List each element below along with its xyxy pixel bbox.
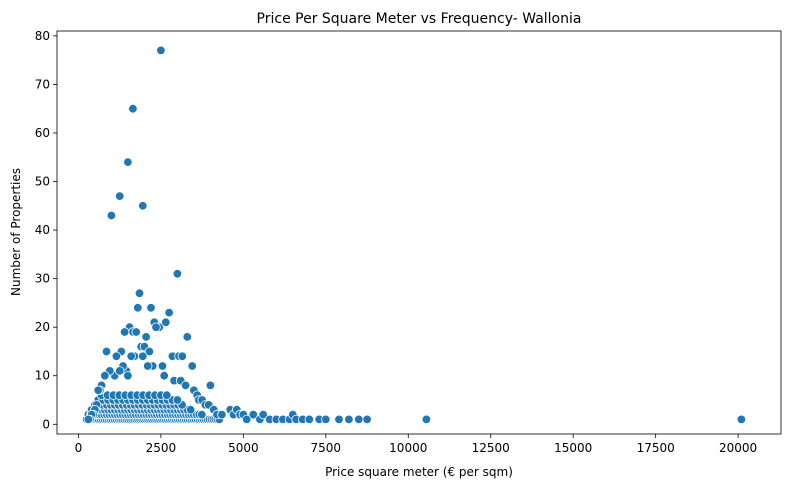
scatter-point bbox=[217, 409, 227, 420]
x-tick-label: 17500 bbox=[637, 441, 675, 455]
y-tick-label: 0 bbox=[42, 417, 50, 431]
plot-frame bbox=[56, 30, 782, 435]
scatter-point bbox=[128, 103, 138, 114]
scatter-point bbox=[141, 332, 151, 342]
scatter-point bbox=[187, 361, 197, 371]
y-axis-title: Number of Properties bbox=[9, 168, 23, 296]
scatter-point bbox=[334, 414, 344, 425]
scatter-point bbox=[83, 414, 94, 425]
scatter-point bbox=[248, 409, 259, 420]
scatter-point bbox=[138, 351, 148, 362]
scatter-point bbox=[161, 317, 171, 328]
x-tick-label: 0 bbox=[75, 441, 83, 455]
scatter-point bbox=[131, 327, 141, 337]
scatter-point bbox=[362, 414, 372, 425]
scatter-point bbox=[142, 361, 153, 371]
x-tick-label: 12500 bbox=[472, 441, 510, 455]
scatter-point bbox=[321, 414, 331, 425]
scatter-point bbox=[146, 303, 156, 313]
scatter-point bbox=[106, 210, 117, 221]
scatter-point bbox=[304, 414, 315, 425]
x-tick-label: 20000 bbox=[719, 441, 757, 455]
scatter-point bbox=[93, 385, 103, 396]
scatter-point bbox=[138, 201, 148, 211]
scatter-point bbox=[123, 371, 133, 381]
x-axis-ticks: 0 2500 5000 7500 10000 12500 15000 17500 20000 bbox=[75, 434, 757, 455]
y-tick-label: 30 bbox=[35, 272, 50, 286]
scatter-point bbox=[197, 409, 207, 420]
x-tick-label: 5000 bbox=[228, 441, 259, 455]
y-tick-label: 40 bbox=[35, 223, 50, 237]
y-tick-label: 60 bbox=[35, 126, 50, 140]
scatter-point bbox=[182, 332, 193, 342]
scatter-point bbox=[144, 346, 155, 357]
scatter-point bbox=[114, 191, 125, 201]
scatter-point bbox=[100, 371, 110, 381]
x-tick-label: 15000 bbox=[554, 441, 592, 455]
scatter-point bbox=[126, 351, 136, 362]
scatter-point bbox=[119, 327, 130, 337]
scatter-point bbox=[172, 395, 183, 405]
scatter-point bbox=[177, 351, 188, 362]
scatter-points bbox=[81, 45, 747, 425]
x-tick-label: 10000 bbox=[389, 441, 427, 455]
scatter-point bbox=[159, 371, 169, 381]
scatter-point bbox=[101, 346, 112, 357]
scatter-point bbox=[354, 414, 364, 425]
y-tick-label: 50 bbox=[35, 175, 50, 189]
scatter-point bbox=[151, 322, 161, 332]
x-tick-label: 2500 bbox=[146, 441, 177, 455]
scatter-point bbox=[258, 409, 268, 420]
scatter-point bbox=[180, 380, 191, 391]
scatter-point bbox=[344, 414, 354, 425]
scatter-point bbox=[134, 288, 145, 298]
scatter-point bbox=[736, 414, 747, 425]
x-axis-title: Price square meter (€ per sqm) bbox=[325, 465, 513, 479]
scatter-point bbox=[123, 157, 133, 167]
scatter-point bbox=[133, 303, 143, 313]
x-tick-label: 7500 bbox=[311, 441, 342, 455]
scatter-point bbox=[162, 390, 172, 400]
scatter-point bbox=[172, 269, 183, 279]
y-tick-label: 10 bbox=[35, 369, 50, 383]
scatter-point bbox=[157, 361, 168, 371]
scatter-point bbox=[111, 351, 122, 362]
chart-title: Price Per Square Meter vs Frequency- Wal… bbox=[257, 11, 582, 27]
scatter-point bbox=[421, 414, 432, 425]
scatter-point bbox=[205, 380, 216, 391]
scatter-point bbox=[241, 414, 252, 425]
scatter-point bbox=[185, 405, 196, 415]
y-tick-label: 80 bbox=[35, 29, 50, 43]
scatter-point bbox=[164, 307, 174, 318]
y-tick-label: 20 bbox=[35, 320, 50, 334]
y-axis-ticks: 0 10 20 30 40 50 60 70 80 bbox=[35, 29, 57, 431]
scatter-point bbox=[156, 45, 166, 56]
y-tick-label: 70 bbox=[35, 77, 50, 91]
scatter-point bbox=[114, 366, 125, 376]
